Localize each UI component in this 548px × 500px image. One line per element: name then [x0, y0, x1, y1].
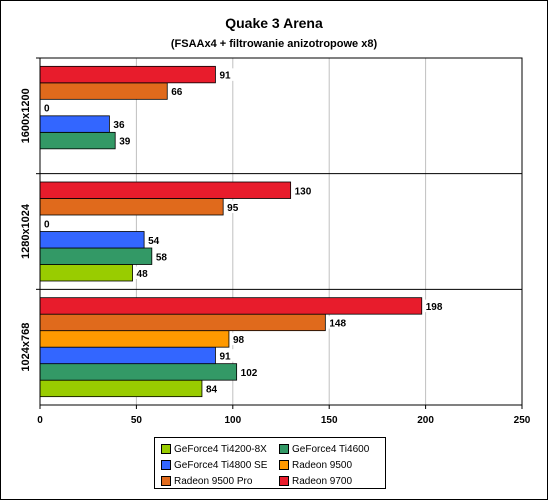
- data-label-bg: [292, 184, 316, 197]
- legend-swatch: [279, 460, 289, 470]
- data-label: 130: [295, 186, 312, 197]
- legend-item: Radeon 9700: [279, 473, 391, 489]
- legend-item: GeForce4 Ti4800 SE: [161, 457, 279, 473]
- legend-item: GeForce4 Ti4200-8X: [161, 441, 279, 457]
- bar: [39, 313, 326, 332]
- data-label: 102: [241, 368, 258, 379]
- bar: [39, 247, 153, 265]
- category-label: 1600x1200: [20, 88, 32, 143]
- data-label: 91: [219, 351, 231, 362]
- x-tick-label: 150: [321, 415, 338, 426]
- data-label-bg: [327, 316, 351, 329]
- x-tick-label: 250: [514, 415, 531, 426]
- legend-label: Radeon 9500: [292, 459, 353, 471]
- legend-item: Radeon 9500 Pro: [161, 473, 279, 489]
- bar: [39, 131, 116, 150]
- data-label-bg: [134, 266, 152, 279]
- data-label-bg: [42, 217, 53, 230]
- legend-label: GeForce4 Ti4200-8X: [174, 443, 267, 455]
- data-label: 148: [329, 318, 346, 329]
- bar: [39, 181, 292, 199]
- bar: [39, 330, 230, 348]
- legend-label: Radeon 9500 Pro: [174, 475, 253, 487]
- legend-label: GeForce4 Ti4600: [292, 443, 370, 455]
- legend-swatch: [161, 444, 171, 454]
- data-label-bg: [230, 332, 248, 346]
- data-label: 36: [113, 120, 125, 131]
- x-tick-label: 200: [417, 415, 434, 426]
- data-label: 54: [148, 236, 160, 247]
- axes: 0 50 100 150 200 250 1600x1200 1280x1024 1024x76…: [20, 57, 531, 426]
- data-label: 58: [156, 252, 168, 263]
- data-label-bg: [146, 233, 163, 246]
- bar: [39, 297, 423, 315]
- data-label-bg: [169, 84, 186, 98]
- data-label: 91: [219, 71, 231, 82]
- data-label: 48: [137, 269, 149, 280]
- data-label-bg: [238, 365, 262, 379]
- x-tick-label: 0: [37, 415, 43, 426]
- chart-title: Quake 3 Arena: [225, 15, 323, 31]
- bar: [39, 346, 216, 365]
- data-label: 0: [44, 104, 50, 115]
- data-label-bg: [203, 382, 221, 395]
- data-label: 84: [206, 384, 218, 395]
- data-label-bg: [153, 250, 171, 263]
- bar: [39, 115, 110, 133]
- data-label-bg: [42, 101, 53, 114]
- bar: [39, 379, 203, 398]
- legend-item: GeForce4 Ti4600: [279, 441, 391, 457]
- data-label-bg: [225, 200, 242, 213]
- data-label: 0: [44, 219, 50, 230]
- bar: [39, 65, 216, 84]
- bar: [39, 264, 133, 282]
- x-tick-label: 50: [131, 415, 143, 426]
- legend-swatch: [279, 444, 289, 454]
- bar: [39, 82, 168, 100]
- bar: [39, 363, 238, 381]
- legend-swatch: [161, 476, 171, 486]
- chart-subtitle: (FSAAx4 + filtrowanie anizotropowe x8): [171, 38, 378, 50]
- bar: [39, 231, 145, 249]
- category-label: 1280x1024: [20, 203, 32, 259]
- bars: [39, 65, 423, 398]
- data-label-bg: [111, 117, 129, 131]
- bar: [39, 198, 224, 216]
- data-label: 95: [227, 203, 239, 214]
- legend-label: Radeon 9700: [292, 475, 353, 487]
- category-label: 1024x768: [20, 323, 32, 372]
- legend-label: GeForce4 Ti4800 SE: [174, 459, 268, 471]
- x-tick-label: 100: [224, 415, 241, 426]
- data-label-bg: [217, 349, 235, 362]
- plot-area-border: [39, 57, 523, 406]
- legend-swatch: [161, 460, 171, 470]
- legend: GeForce4 Ti4200-8X GeForce4 Ti4600 GeForce…: [154, 437, 386, 489]
- legend-item: Radeon 9500: [279, 457, 391, 473]
- data-label: 39: [119, 137, 131, 148]
- value-labels: 48 84 39 58 102 36 54 91 0 0 98 66 95 148 91 130 198: [42, 68, 447, 395]
- legend-swatch: [279, 476, 289, 486]
- data-label-bg: [423, 299, 447, 313]
- data-label-bg: [117, 134, 134, 147]
- data-label: 198: [426, 302, 443, 313]
- data-label: 98: [233, 335, 245, 346]
- data-label-bg: [217, 68, 235, 81]
- data-label: 66: [171, 87, 183, 98]
